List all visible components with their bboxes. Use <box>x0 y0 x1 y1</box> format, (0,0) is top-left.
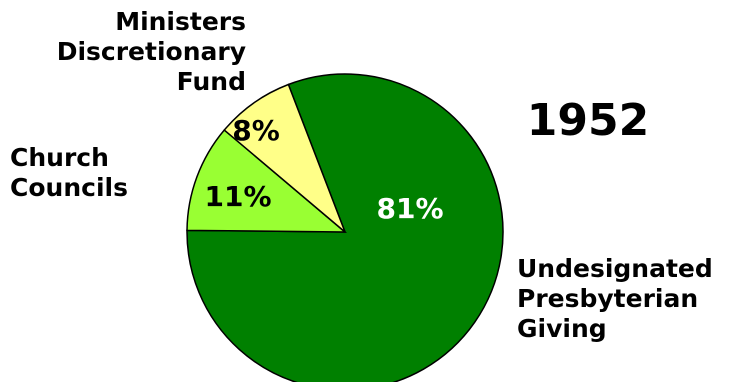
pie-slice <box>186 128 348 233</box>
slice-category-label-line: Giving <box>517 314 607 343</box>
labels-layer: 81% Undesignated Presbyterian Giving 11% Chur… <box>10 7 713 343</box>
slice-category-label: Undesignated Presbyterian Giving <box>517 254 713 343</box>
slice-category-label-line: Undesignated <box>517 254 713 283</box>
slice-value-label: 8% <box>232 114 280 147</box>
slice-category-label: Church Councils <box>10 143 128 202</box>
slice-category-label: Ministers Discretionary Fund <box>57 7 246 96</box>
slice-category-label-line: Presbyterian <box>517 284 698 313</box>
slices-layer <box>186 73 504 386</box>
slice-category-label-line: Councils <box>10 173 128 202</box>
pie-slice <box>223 83 346 233</box>
slice-value-label: 11% <box>204 180 271 213</box>
slice-category-label-line: Church <box>10 143 109 172</box>
slice-category-label-line: Ministers <box>115 7 246 36</box>
slice-category-label-line: Fund <box>177 67 246 96</box>
slice-value-label: 81% <box>376 192 443 225</box>
slice-category-label-line: Discretionary <box>57 37 246 66</box>
chart-title: 1952 <box>527 95 649 146</box>
